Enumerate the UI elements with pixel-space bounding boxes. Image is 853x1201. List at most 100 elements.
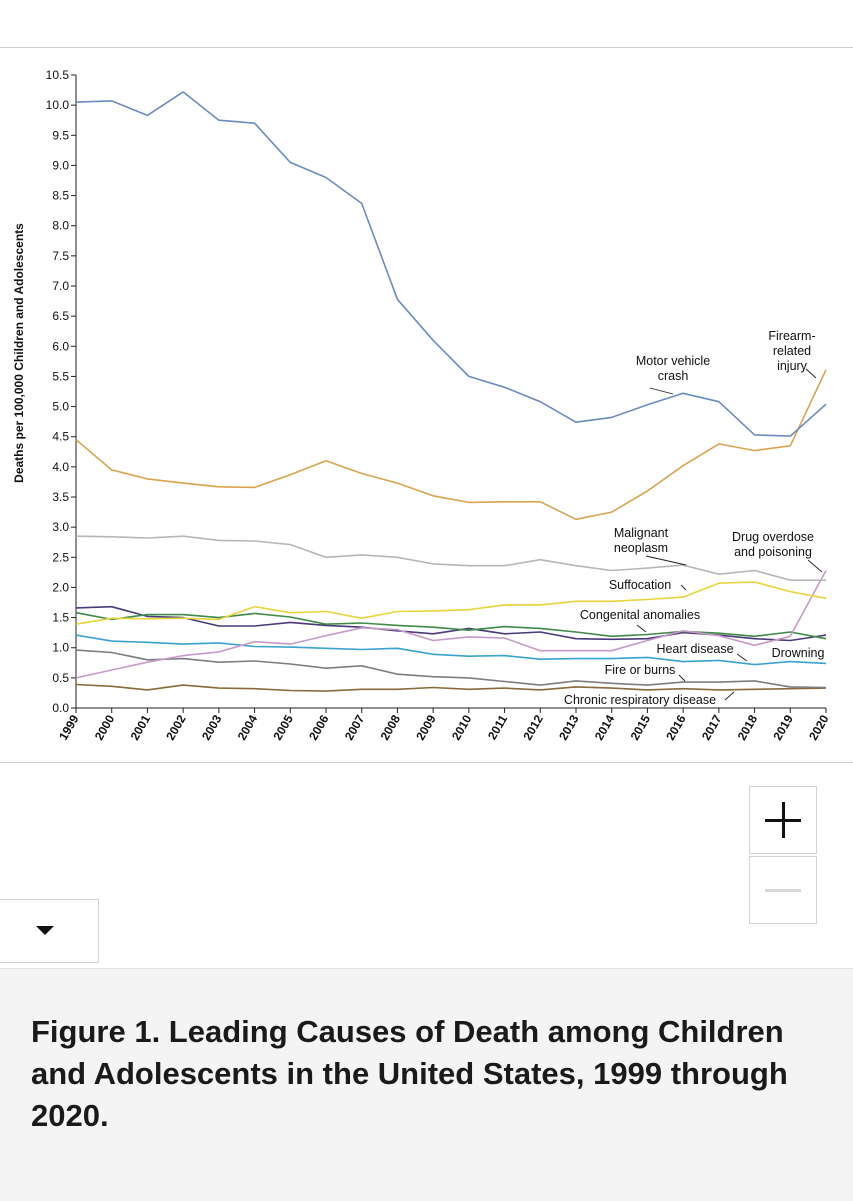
y-tick-label: 8.0 [52,219,69,233]
x-tick-label: 2014 [592,712,618,742]
y-tick-label: 1.0 [52,641,69,655]
series-label-firearm-related-injury: Firearm-related injury [768,329,815,373]
x-tick-label: 2012 [520,712,546,742]
x-tick-label: 2016 [663,712,689,742]
series-label-line: injury [777,359,808,373]
y-tick-label: 4.5 [52,430,69,444]
x-tick-label: 2018 [735,712,761,742]
series-label-line: and poisoning [734,545,812,559]
y-tick-label: 10.0 [46,98,70,112]
leader-line [680,584,687,591]
x-tick-label: 2017 [699,712,725,742]
series-line-fire-or-burns [75,649,827,689]
x-tick-label: 2000 [92,712,118,742]
y-tick-label: 0.0 [52,701,69,715]
caption-panel: Figure 1. Leading Causes of Death among … [0,968,853,1201]
y-tick-label: 10.5 [46,68,70,82]
leader-line [724,691,735,701]
y-tick-label: 7.5 [52,249,69,263]
series-label-line: Drowning [772,646,825,660]
x-tick-label: 2019 [770,712,796,742]
x-tick-label: 2004 [235,712,261,742]
y-tick-label: 6.0 [52,339,69,353]
series-label-line: Drug overdose [732,530,814,544]
series-label-line: neoplasm [614,541,668,555]
series-line-chronic-respiratory-disease [75,683,827,692]
zoom-in-button[interactable] [749,786,817,854]
series-label-line: Congenital anomalies [580,608,700,622]
series-line-drug-overdose-and-poisoning [75,570,827,679]
series-label-line: crash [658,369,689,383]
chart-panel: Deaths per 100,000 Children and Adolesce… [0,47,853,763]
series-label-line: Suffocation [609,578,671,592]
series-line-suffocation [75,581,827,625]
y-tick-label: 2.0 [52,580,69,594]
x-tick-label: 2002 [163,712,189,742]
y-tick-label: 9.0 [52,158,69,172]
leader-line [805,368,817,379]
series-label-line: Malignant [614,526,669,540]
y-tick-label: 8.5 [52,189,69,203]
y-tick-label: 5.5 [52,369,69,383]
x-axis: 1999 2000 2001 2002 2003 2004 2005 2006 2007 2008… [56,707,832,743]
y-tick-label: 0.5 [52,671,69,685]
x-tick-label: 2001 [128,712,154,742]
y-tick-label: 4.0 [52,460,69,474]
figure-caption: Figure 1. Leading Causes of Death among … [31,1014,788,1133]
dropdown-toggle-button[interactable] [0,899,99,963]
x-tick-label: 2008 [378,712,404,742]
y-tick-label: 3.5 [52,490,69,504]
line-chart: Deaths per 100,000 Children and Adolesce… [12,68,832,743]
series-label-line: Heart disease [656,642,733,656]
y-axis-title: Deaths per 100,000 Children and Adolesce… [12,223,26,483]
x-tick-label: 2010 [449,712,475,742]
series-label-line: Chronic respiratory disease [564,693,716,707]
series-label-malignant-neoplasm: Malignant neoplasm [614,526,669,555]
leader-line [636,624,647,633]
series-label-motor-vehicle-crash: Motor vehicle crash [636,354,710,383]
x-tick-label: 1999 [56,712,82,742]
zoom-out-button[interactable] [749,856,817,924]
y-tick-label: 3.0 [52,520,69,534]
y-tick-label: 5.0 [52,400,69,414]
x-tick-label: 2007 [342,712,368,742]
series-line-malignant-neoplasm [75,535,826,582]
series-line-heart-disease [75,634,827,666]
y-tick-label: 7.0 [52,279,69,293]
x-tick-label: 2011 [485,712,510,742]
x-tick-label: 2005 [270,712,296,742]
series-label-suffocation: Suffocation [609,578,671,592]
series-label-line: Motor vehicle [636,354,710,368]
x-tick-label: 2020 [806,712,832,742]
series-label-drug-overdose-and-poisoning: Drug overdose and poisoning [732,530,814,559]
x-tick-label: 2003 [199,712,225,742]
y-tick-label: 1.5 [52,611,69,625]
series-label-chronic-respiratory-disease: Chronic respiratory disease [564,693,716,707]
x-tick-label: 2013 [556,712,582,742]
series-lines [75,91,827,692]
minus-icon [765,888,801,892]
y-tick-label: 9.5 [52,128,69,142]
leader-line [645,555,687,566]
leader-line [678,674,686,682]
series-line-motor-vehicle-crash [75,91,827,437]
series-label-fire-or-burns: Fire or burns [605,663,676,677]
leader-line [649,387,674,395]
leader-line [736,653,748,662]
series-labels: Motor vehicle crash Firearm-related injury M… [564,329,825,707]
series-label-drowning: Drowning [772,646,825,660]
y-axis: 0.0 0.5 1.0 1.5 2.0 2.5 3.0 3.5 4.0 4.5 5.0 5.5 6.0 6… [46,68,77,715]
x-tick-label: 2006 [306,712,332,742]
leader-line [807,559,823,573]
series-label-line: Firearm- [768,329,815,343]
series-label-heart-disease: Heart disease [656,642,733,656]
series-label-congenital-anomalies: Congenital anomalies [580,608,700,622]
y-tick-label: 6.5 [52,309,69,323]
series-label-line: related [773,344,811,358]
x-tick-label: 2015 [628,712,654,742]
x-tick-label: 2009 [413,712,439,742]
series-line-firearm-related-injury [75,369,827,521]
caret-down-icon [36,926,54,935]
series-label-line: Fire or burns [605,663,676,677]
y-tick-label: 2.5 [52,550,69,564]
